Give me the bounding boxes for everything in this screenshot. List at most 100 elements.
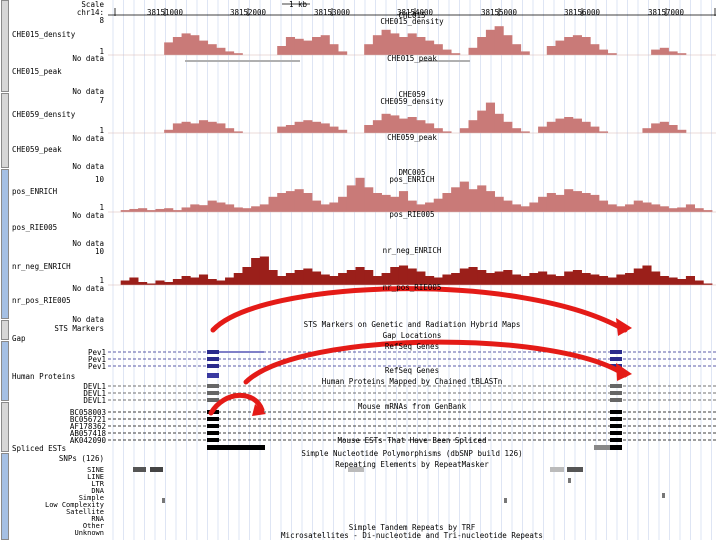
refseq-gene-name[interactable]: Pev1 xyxy=(87,349,106,357)
spliced-est-name[interactable]: Spliced ESTs xyxy=(12,445,67,453)
chip2-peak-name[interactable]: CHE059_peak xyxy=(12,146,62,154)
histogram-bar xyxy=(398,37,409,55)
dnase-peak-name[interactable]: pos_RIE005 xyxy=(12,224,58,232)
mrna-block xyxy=(207,431,219,435)
histogram-bar xyxy=(155,280,165,285)
snp-name[interactable]: SNPs (126) xyxy=(58,455,104,463)
repeat-element xyxy=(567,467,583,472)
chip1-name[interactable]: CHE015_density xyxy=(12,31,76,39)
track-handle-sts[interactable] xyxy=(1,320,9,340)
est-block xyxy=(594,445,610,450)
repeat-element xyxy=(133,467,146,472)
peak-bar xyxy=(420,60,470,62)
histogram-bar xyxy=(433,44,443,55)
histogram-bar xyxy=(138,208,148,212)
histogram-bar xyxy=(512,44,522,55)
histogram-bar xyxy=(190,277,200,285)
histogram-bar xyxy=(468,189,478,212)
neg-min: 1 xyxy=(99,277,104,285)
histogram-bar xyxy=(416,120,426,133)
histogram-bar xyxy=(459,268,469,285)
arrow-head xyxy=(252,404,266,416)
histogram-bar xyxy=(642,202,652,212)
mrna-block xyxy=(610,438,622,442)
histogram-bar xyxy=(485,29,496,55)
scale-label: Scale xyxy=(81,1,104,9)
microsat-title: Microsatellites - Di-nucleotide and Tri-… xyxy=(281,531,543,540)
histogram-bar xyxy=(442,274,452,285)
neg-name[interactable]: nr_neg_ENRICH xyxy=(12,263,71,271)
histogram-bar xyxy=(381,29,391,55)
histogram-bar xyxy=(677,53,687,55)
dnase-nodata: No data xyxy=(72,212,104,220)
histogram-bar xyxy=(477,185,487,212)
ruler-position: 38152000 xyxy=(229,8,267,17)
track-handle-gutter xyxy=(0,0,10,540)
histogram-bar xyxy=(494,26,504,55)
histogram-bar xyxy=(233,207,243,212)
ruler-position: 38155000 xyxy=(480,8,518,17)
mrna-name[interactable]: AB057418 xyxy=(69,430,106,438)
histogram-bar xyxy=(164,42,174,55)
histogram-bar xyxy=(329,276,339,285)
histogram-bar xyxy=(425,40,435,55)
repeat-class-label: RNA xyxy=(91,515,104,523)
histogram-bar xyxy=(364,187,374,212)
histogram-bar xyxy=(120,280,130,285)
histogram-bar xyxy=(685,276,696,285)
histogram-bar xyxy=(633,200,643,212)
histogram-bar xyxy=(564,189,574,212)
histogram-bar xyxy=(172,123,182,133)
mrna-block xyxy=(610,424,622,428)
histogram-bar xyxy=(398,265,409,285)
mrna-name[interactable]: BC058003 xyxy=(69,409,106,417)
dnase-name[interactable]: pos_ENRICH xyxy=(12,188,58,196)
chip2-name[interactable]: CHE059_density xyxy=(12,111,76,119)
histogram-bar xyxy=(268,196,278,212)
mrna-name[interactable]: BC056721 xyxy=(69,416,106,424)
human-protein-name[interactable]: DEVL1 xyxy=(83,397,106,405)
histogram-bar xyxy=(259,204,269,212)
histogram-bar xyxy=(451,187,461,212)
refseq-gene-name[interactable]: Pev1 xyxy=(87,356,106,364)
histogram-bar xyxy=(459,128,469,133)
histogram-bar xyxy=(233,131,243,133)
human-protein-name[interactable]: DEVL1 xyxy=(83,390,106,398)
sts-name[interactable]: STS Markers xyxy=(54,325,104,333)
histogram-bar xyxy=(407,268,417,285)
histogram-bar xyxy=(572,35,582,55)
chip1-peak-name[interactable]: CHE015_peak xyxy=(12,68,62,76)
histogram-bar xyxy=(312,271,322,285)
histogram-bar xyxy=(172,279,182,285)
mrna-name[interactable]: AK042090 xyxy=(69,437,106,445)
track-handle-ruler[interactable] xyxy=(1,0,9,92)
histogram-bar xyxy=(294,270,304,285)
track-handle-chip1[interactable] xyxy=(1,93,9,168)
track-handle-dnase[interactable] xyxy=(1,169,9,319)
repeat-element xyxy=(550,467,564,472)
track-handle-refseq[interactable] xyxy=(1,341,9,401)
histogram-bar xyxy=(155,208,165,212)
histogram-bar xyxy=(416,271,426,285)
histogram-bar xyxy=(677,207,687,212)
histogram-bar xyxy=(225,51,235,55)
human-proteins-name[interactable]: Human Proteins xyxy=(12,373,76,381)
track-handle-mrna[interactable] xyxy=(1,402,9,452)
histogram-bar xyxy=(242,267,252,285)
human-protein-name[interactable]: DEVL1 xyxy=(83,383,106,391)
histogram-bar xyxy=(329,44,339,55)
gap-name[interactable]: Gap xyxy=(12,335,26,343)
protein-block xyxy=(207,398,219,402)
chip2-min: 1 xyxy=(99,127,104,135)
histogram-bar xyxy=(242,208,252,212)
histogram-bar xyxy=(512,128,522,133)
histogram-bar xyxy=(303,120,313,133)
histogram-bar xyxy=(164,129,174,133)
dnase-title-top: DMC005 xyxy=(398,168,426,177)
chip1-min: 1 xyxy=(99,48,104,56)
neg-peak-name[interactable]: nr_pos_RIE005 xyxy=(12,297,71,305)
histogram-bar xyxy=(555,118,565,133)
mrna-name[interactable]: AF178362 xyxy=(69,423,106,431)
refseq-gene-name[interactable]: Pev1 xyxy=(87,363,106,371)
histogram-bar xyxy=(181,121,191,133)
